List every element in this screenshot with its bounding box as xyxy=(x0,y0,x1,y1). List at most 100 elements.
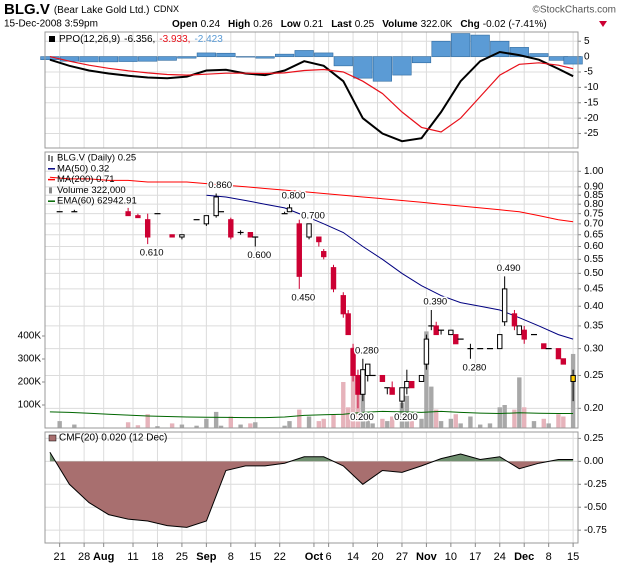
price-annotation: 0.490 xyxy=(497,263,521,274)
legend-title: CMF(20) 0.020 (12 Dec) xyxy=(59,433,167,444)
volume-bar xyxy=(453,414,458,428)
price-annotation: 0.390 xyxy=(423,296,447,307)
y-tick-label: 0.45 xyxy=(584,284,604,295)
moving-average-line xyxy=(49,410,574,419)
y-tick-label: -0.25 xyxy=(584,479,607,490)
legend-entry: -3.933, xyxy=(159,34,190,45)
histogram-bar xyxy=(196,52,216,57)
quote-line: Open 0.24 High 0.26 Low 0.21 Last 0.25 Volume 322… xyxy=(172,19,547,30)
candle-body xyxy=(330,267,337,290)
x-tick-label: 17 xyxy=(469,551,481,563)
y-tick-label: 0.50 xyxy=(584,268,604,279)
histogram-bar xyxy=(470,34,490,57)
volume-bar xyxy=(321,418,326,428)
volume-tick-label: 100K xyxy=(18,400,42,411)
y-tick-label: 0.80 xyxy=(584,199,604,210)
volume-bar xyxy=(155,426,160,428)
volume-bar xyxy=(179,424,185,428)
candle-body xyxy=(541,343,547,350)
legend: PPO(12,26,9) -6.356, -3.933, -2.423 xyxy=(59,34,223,45)
volume-bar xyxy=(253,422,258,428)
volume-tick-label: 200K xyxy=(18,377,42,388)
volume-bar xyxy=(331,414,336,428)
y-tick-label: 0.85 xyxy=(584,190,604,201)
candle-body xyxy=(448,329,454,336)
volume-bar xyxy=(350,347,356,428)
volume-tick-label: 300K xyxy=(18,354,42,365)
price-annotation: 0.800 xyxy=(282,191,306,202)
candle-body xyxy=(521,329,527,340)
y-tick-label: -0.75 xyxy=(584,525,607,536)
panel-border xyxy=(44,31,579,149)
volume-bar xyxy=(389,416,395,428)
volume-bar xyxy=(385,421,390,428)
legend-icon xyxy=(49,187,52,194)
quote-label: Open xyxy=(172,19,198,30)
volume-bar xyxy=(145,414,150,428)
histogram-bar xyxy=(431,40,451,57)
volume-bar xyxy=(517,377,522,428)
histogram-bar xyxy=(372,56,392,82)
quote-value: 322.0K xyxy=(421,19,453,30)
legend-entry: -6.356, xyxy=(124,34,155,45)
y-tick-label: 0.25 xyxy=(584,370,604,381)
candle-body xyxy=(144,219,151,238)
volume-bar xyxy=(419,418,424,428)
volume-bar xyxy=(194,425,199,428)
histogram-bar xyxy=(563,56,583,65)
candle-body xyxy=(316,236,322,243)
x-tick-label: 8 xyxy=(546,551,552,563)
candle-body xyxy=(125,211,131,217)
x-tick-label: 14 xyxy=(347,551,359,563)
volume-bar xyxy=(438,421,444,428)
cmf-area-positive xyxy=(49,452,574,462)
change-down-arrow xyxy=(599,21,607,27)
x-tick-label: 18 xyxy=(151,551,163,563)
price-annotation: 0.610 xyxy=(140,248,164,259)
volume-bar xyxy=(218,425,224,428)
quote-label: Volume xyxy=(382,19,418,30)
price-annotation: 0.200 xyxy=(394,412,418,423)
volume-bar xyxy=(282,425,287,428)
volume-bar xyxy=(57,421,62,428)
histogram-bar xyxy=(392,56,412,76)
candle-body xyxy=(286,207,293,213)
candle-body xyxy=(497,334,503,350)
histogram-bar xyxy=(157,56,177,61)
histogram-bar xyxy=(509,47,529,57)
histogram-bar xyxy=(98,56,119,63)
y-tick-label: 0 xyxy=(584,51,590,62)
volume-bar xyxy=(561,416,566,428)
y-tick-label: 0.70 xyxy=(584,218,604,229)
y-tick-label: 0.20 xyxy=(584,403,604,414)
volume-bar xyxy=(468,416,473,428)
x-tick-label: 25 xyxy=(176,551,188,563)
price-annotation: 0.200 xyxy=(350,412,374,423)
y-tick-label: -0.50 xyxy=(584,502,607,513)
histogram-bar xyxy=(59,56,80,62)
legend-entry: EMA(60) 62942.91 xyxy=(57,196,137,207)
x-tick-label: Sep xyxy=(196,551,216,563)
price-annotation: 0.700 xyxy=(301,210,325,221)
moving-average-line xyxy=(49,176,574,223)
histogram-bar xyxy=(294,50,314,57)
legend-entry: MA(200) 0.71 xyxy=(57,174,115,185)
x-tick-label: 27 xyxy=(396,551,408,563)
candle-body xyxy=(321,251,327,258)
histogram-bar xyxy=(40,56,60,60)
candle-body xyxy=(247,231,254,238)
candle-body xyxy=(570,374,576,382)
candle-body xyxy=(453,334,459,345)
volume-tick-label: 400K xyxy=(18,331,42,342)
y-tick-label: 0.40 xyxy=(584,301,604,312)
x-tick-label: 21 xyxy=(54,551,66,563)
price-annotation: 0.600 xyxy=(247,250,271,261)
volume-bar xyxy=(424,331,429,428)
volume-bar xyxy=(345,407,351,428)
quote-label: Last xyxy=(331,19,352,30)
panel-border xyxy=(44,431,579,544)
volume-bar xyxy=(365,414,370,428)
candle-body xyxy=(213,196,219,217)
watermark: ©StockCharts.com xyxy=(532,5,616,16)
y-tick-label: 0.65 xyxy=(584,229,604,240)
